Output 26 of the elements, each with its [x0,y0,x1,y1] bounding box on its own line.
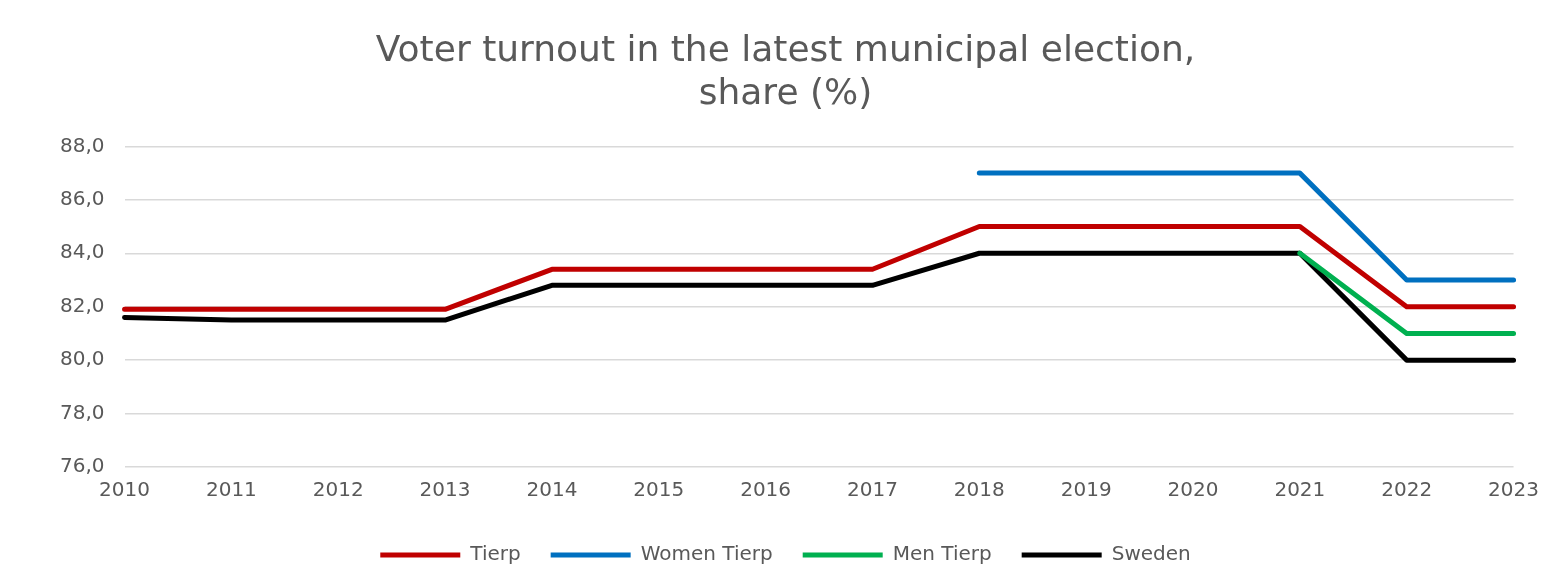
x-tick-label: 2012 [312,477,364,502]
chart-title: Voter turnout in the latest municipal election, share (%) [375,27,1196,113]
x-tick-label: 2020 [1167,477,1219,502]
legend-label: Tierp [469,541,521,566]
y-tick-label: 84,0 [60,239,105,264]
x-tick-label: 2010 [99,477,150,502]
y-tick-label: 88,0 [60,132,105,157]
x-tick-label: 2018 [953,477,1005,502]
x-tick-label: 2023 [1488,477,1539,502]
y-tick-label: 82,0 [60,292,105,317]
x-tick-label: 2022 [1381,477,1433,502]
x-tick-label: 2017 [847,477,898,502]
y-tick-label: 80,0 [60,346,105,371]
y-tick-label: 76,0 [60,453,105,478]
x-tick-label: 2019 [1060,477,1112,502]
x-tick-label: 2016 [740,477,792,502]
legend-label: Sweden [1111,541,1191,566]
y-tick-label: 78,0 [60,399,105,424]
x-tick-label: 2013 [419,477,471,502]
legend-label: Men Tierp [892,541,992,566]
x-tick-label: 2014 [526,477,578,502]
x-tick-label: 2021 [1274,477,1326,502]
y-tick-label: 86,0 [60,186,105,211]
x-tick-label: 2015 [633,477,685,502]
x-tick-label: 2011 [205,477,257,502]
legend-label: Women Tierp [640,541,773,566]
